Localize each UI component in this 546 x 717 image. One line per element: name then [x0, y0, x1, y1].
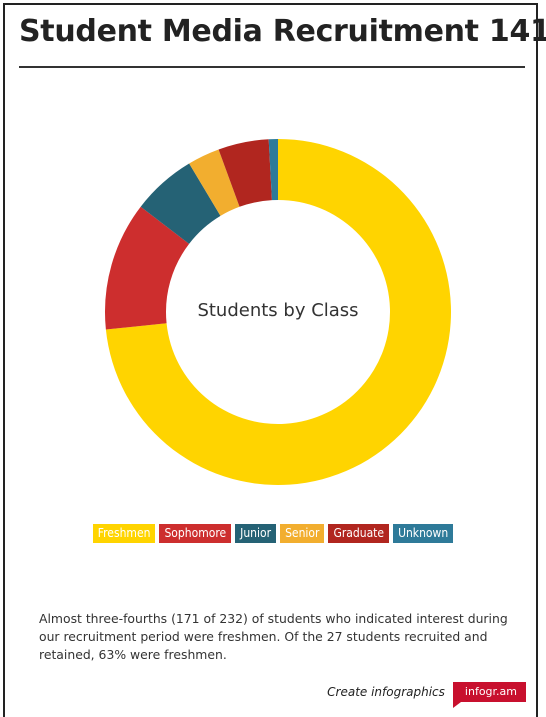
donut-slice-senior[interactable]	[189, 149, 240, 216]
donut-slice-graduate[interactable]	[218, 139, 272, 207]
legend-item-graduate[interactable]: Graduate	[328, 524, 390, 543]
infogram-logo-badge[interactable]: infogr.am	[452, 682, 526, 708]
legend-item-unknown[interactable]: Unknown	[393, 524, 454, 543]
card-frame	[3, 3, 538, 717]
legend-item-sophomore[interactable]: Sophomore	[159, 524, 232, 543]
legend-item-senior[interactable]: Senior	[280, 524, 325, 543]
chart-legend: Freshmen Sophomore Junior Senior Graduate Unk…	[0, 524, 546, 543]
create-infographics-link[interactable]: Create infographics	[327, 685, 445, 699]
footer: Create infographics infogr.am	[327, 682, 526, 708]
donut-slice-sophomore[interactable]	[105, 206, 190, 330]
donut-slice-freshmen[interactable]	[105, 139, 452, 485]
donut-slice-junior[interactable]	[140, 163, 221, 244]
title-divider	[19, 66, 525, 68]
legend-item-junior[interactable]: Junior	[235, 524, 277, 543]
chart-center-label: Students by Class	[197, 300, 359, 321]
donut-slice-unknown[interactable]	[268, 139, 278, 201]
legend-item-freshmen[interactable]: Freshmen	[92, 524, 156, 543]
description-text: Almost three-fourths (171 of 232) of stu…	[39, 611, 508, 662]
page-title: Student Media Recruitment 1415	[19, 14, 546, 49]
